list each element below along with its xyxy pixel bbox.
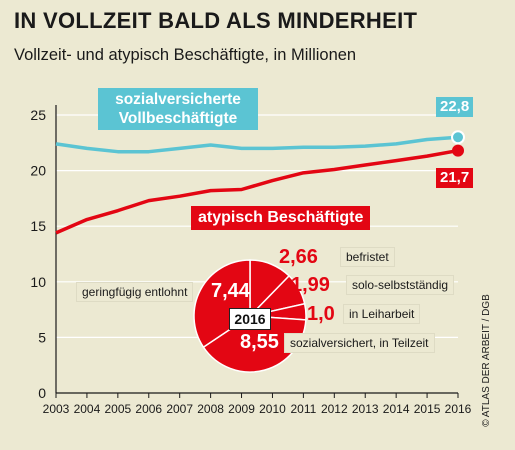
y-tick-label: 20 [30,163,46,179]
end-label-atypisch: 21,7 [436,168,474,188]
pie-value-teilzeit: 8,55 [240,331,279,353]
x-tick-label: 2006 [135,402,162,416]
x-tick-label: 2004 [74,402,101,416]
x-tick-label: 2008 [197,402,224,416]
credit-text: © ATLAS DER ARBEIT / DGB [481,294,493,427]
y-tick-label: 25 [30,107,46,123]
pie-label-geringfuegig: geringfügig entlohnt [76,282,194,302]
x-tick-label: 2003 [43,402,70,416]
pie-value-befristet: 2,66 [279,246,318,268]
y-tick-label: 10 [30,274,46,290]
end-point-vollzeit [451,130,465,145]
pie-value-leiharbeit: 1,0 [307,303,335,325]
x-tick-label: 2007 [166,402,193,416]
x-tick-label: 2009 [228,402,255,416]
x-tick-label: 2015 [414,402,441,416]
series-label-vollzeit: sozialversicherte Vollbeschäftigte [98,88,258,130]
end-label-vollzeit: 22,8 [436,97,474,117]
series-line-vollzeit [55,135,459,154]
x-tick-label: 2013 [352,402,379,416]
chart-subtitle: Vollzeit- und atypisch Beschäftigte, in … [14,46,357,64]
x-tick-label: 2011 [290,402,316,416]
x-tick-label: 2010 [259,402,286,416]
chart-title: IN VOLLZEIT BALD ALS MINDERHEIT [14,8,418,33]
y-tick-label: 0 [38,385,46,401]
pie-label-befristet: befristet [340,247,395,267]
pie-label-solo: solo-selbstständig [346,275,455,295]
x-tick-label: 2016 [445,402,472,416]
x-tick-label: 2014 [383,402,410,416]
pie-label-leiharbeit: in Leiharbeit [343,304,421,324]
pie-value-geringfuegig: 7,44 [211,280,250,302]
series-line-atypisch [55,148,459,235]
y-tick-label: 15 [30,218,46,234]
x-tick-label: 2012 [321,402,348,416]
pie-year-label: 2016 [229,308,271,330]
y-tick-label: 5 [38,329,46,345]
pie-label-teilzeit: sozialversichert, in Teilzeit [284,333,435,353]
end-point-atypisch [452,144,464,157]
x-tick-label: 2005 [104,402,131,416]
series-label-atypisch: atypisch Beschäftigte [191,206,371,230]
pie-value-solo: 1,99 [291,274,330,296]
